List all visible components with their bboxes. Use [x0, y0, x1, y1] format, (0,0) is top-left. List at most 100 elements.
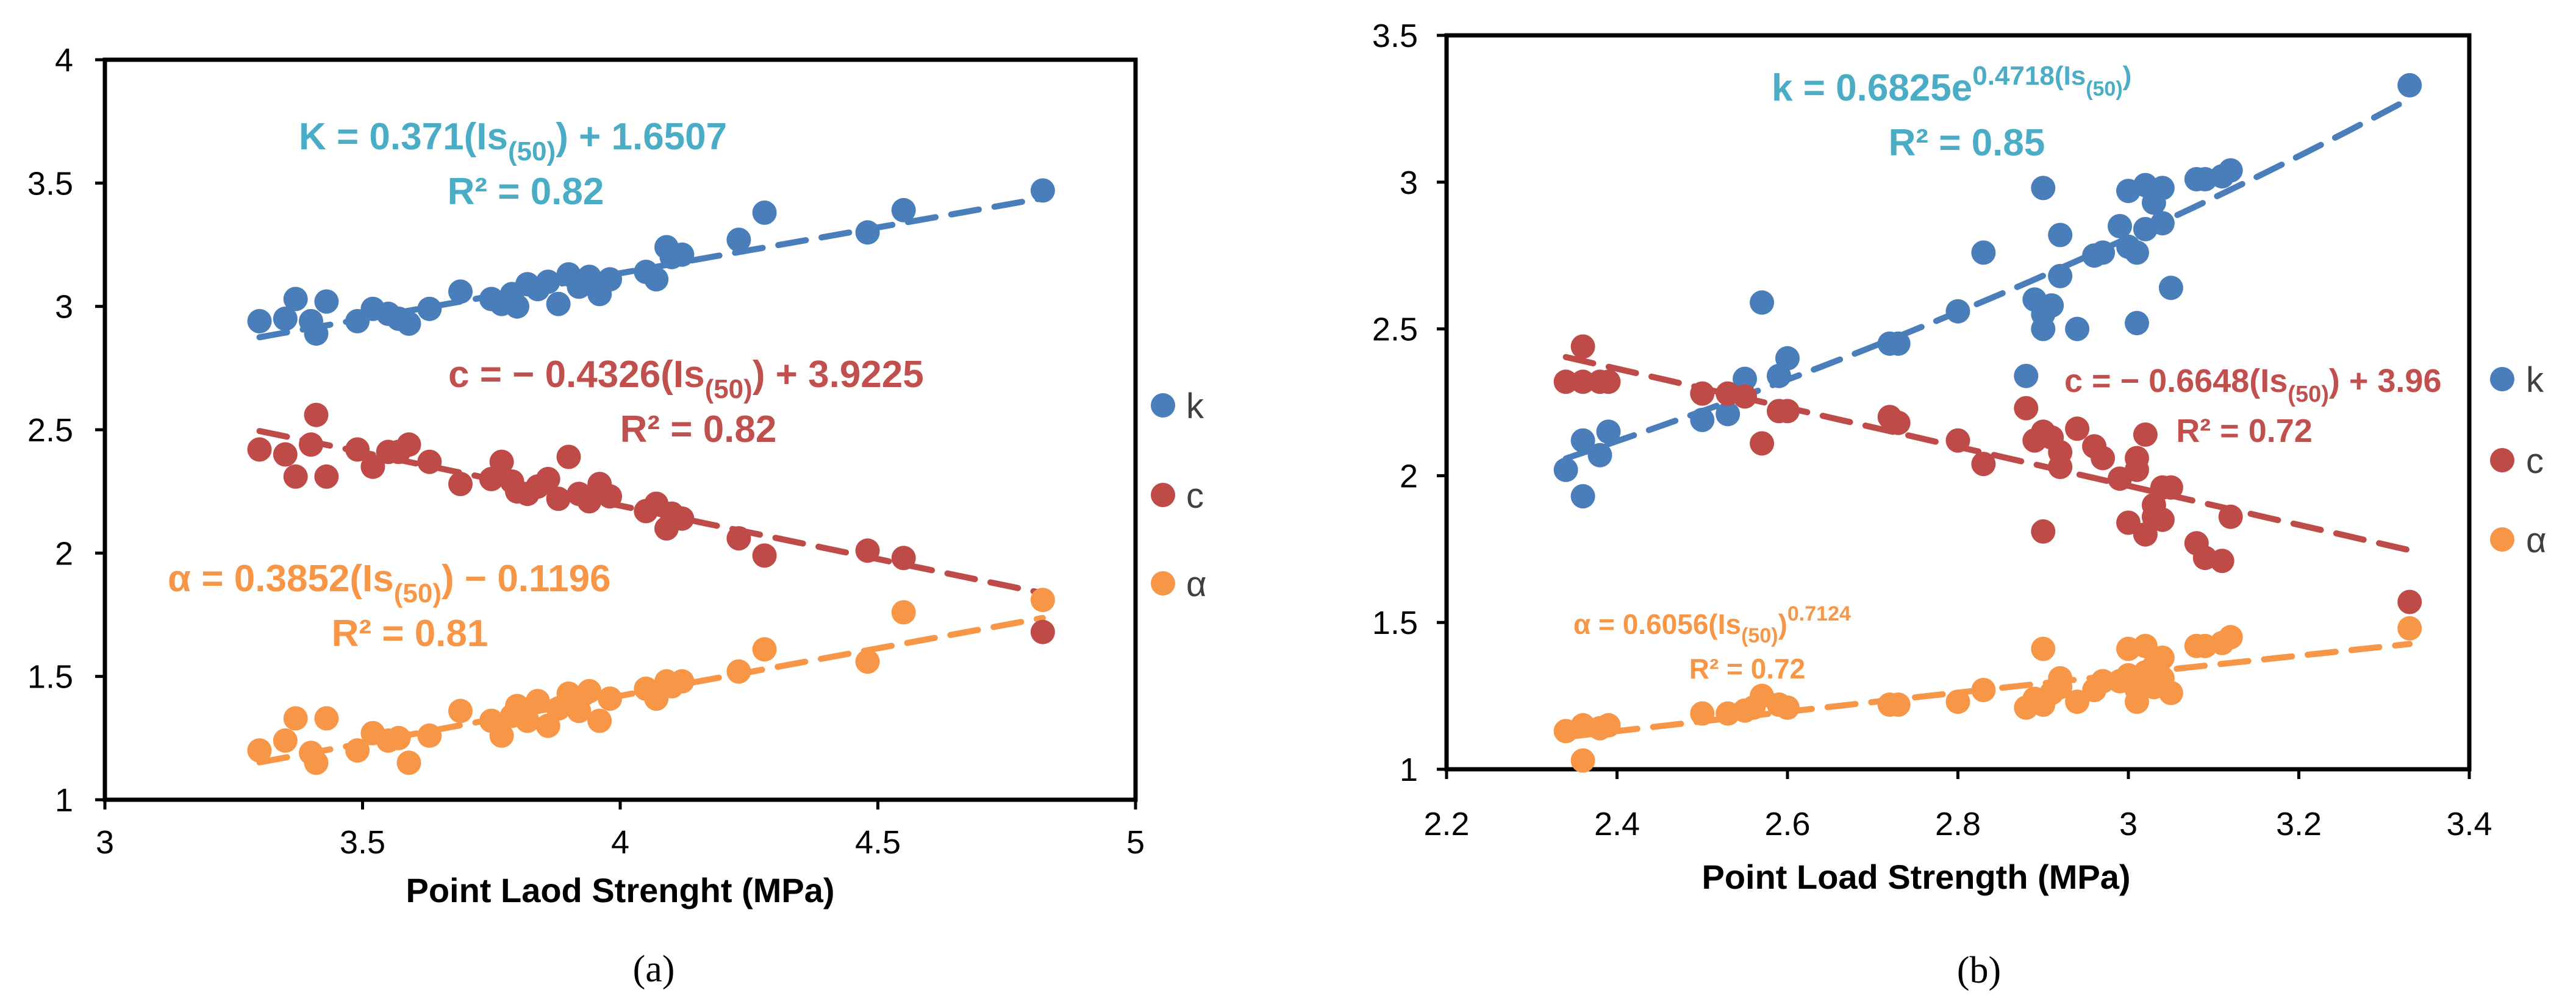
data-point-c	[489, 449, 514, 474]
data-point-k	[855, 220, 880, 245]
data-point-k	[2091, 240, 2116, 265]
data-point-c	[546, 486, 571, 511]
data-point-alpha	[726, 659, 751, 684]
data-point-c	[1886, 410, 1911, 435]
data-point-c	[2048, 439, 2073, 464]
data-point-k	[304, 321, 329, 346]
legend-label-alpha: α	[1186, 564, 1207, 604]
data-point-k	[448, 279, 473, 304]
data-point-c	[1733, 384, 1758, 409]
equation-sup: 0.4718(Is	[1972, 61, 2086, 91]
equation-main: k = 0.6825e	[1772, 67, 1972, 109]
equation-sub: (50)	[1741, 624, 1778, 647]
data-point-alpha	[1596, 713, 1621, 738]
equation-tail: )	[1778, 608, 1787, 640]
equation-alpha-a: α = 0.3852(Is(50)) − 0.1196 R² = 0.81	[168, 558, 611, 655]
equation-c-b: c = − 0.6648(Is(50)) + 3.96 R² = 0.72	[2064, 363, 2442, 449]
x-tick-label: 3	[96, 824, 114, 861]
x-tick-label: 3.4	[2446, 806, 2492, 842]
data-point-c	[2065, 416, 2090, 441]
data-point-alpha	[2091, 669, 2116, 694]
y-axis-a: 1 1.5 2 2.5 3 3.5 4	[27, 42, 105, 819]
data-point-c	[2091, 446, 2116, 471]
y-tick-label: 3	[55, 289, 73, 326]
equation-main: α = 0.3852(Is	[168, 558, 394, 600]
r2-label: R² = 0.72	[1689, 653, 1806, 685]
data-point-c	[1750, 431, 1775, 456]
data-point-alpha	[752, 637, 777, 662]
x-axis-label-a: Point Laod Strenght (MPa)	[406, 871, 834, 909]
equation-tail: ) + 3.9225	[753, 354, 924, 396]
data-point-k	[1733, 366, 1758, 391]
y-tick-label: 2.5	[27, 412, 73, 449]
data-point-k	[1570, 428, 1595, 453]
data-point-k	[670, 242, 695, 267]
data-point-alpha	[283, 706, 308, 731]
equation-supsub: (50)	[2086, 77, 2122, 101]
data-point-c	[417, 449, 442, 474]
data-point-alpha	[273, 728, 298, 753]
data-point-c	[726, 526, 751, 551]
legend-marker-alpha	[2490, 527, 2514, 552]
data-point-k	[1775, 346, 1800, 371]
data-point-k	[505, 294, 529, 319]
equation-k-a: K = 0.371(Is(50)) + 1.6507 R² = 0.82	[299, 116, 727, 213]
y-tick-label: 1	[1400, 752, 1418, 788]
data-point-alpha	[2031, 636, 2056, 661]
data-point-alpha	[247, 738, 272, 763]
r2-label: R² = 0.82	[448, 171, 604, 213]
equation-alpha-b: α = 0.6056(Is(50))0.7124 R² = 0.72	[1573, 602, 1851, 685]
data-point-k	[2065, 316, 2090, 341]
x-tick-label: 2.2	[1423, 806, 1469, 842]
data-point-alpha	[891, 600, 916, 625]
data-point-k	[2048, 263, 2073, 288]
data-point-k	[535, 269, 560, 294]
legend-b: k c α	[2490, 360, 2547, 560]
legend-label-c: c	[1186, 476, 1204, 516]
data-point-alpha	[2065, 689, 2090, 714]
data-point-k	[644, 267, 669, 292]
data-point-k	[1716, 402, 1741, 427]
x-axis-b: 2.2 2.4 2.6 2.8 3 3.2 3.4	[1423, 769, 2492, 842]
data-point-k	[2048, 222, 2073, 247]
equation-k-b: k = 0.6825e0.4718(Is(50)) R² = 0.85	[1772, 61, 2131, 164]
data-point-c	[345, 437, 370, 462]
svg-text:α = 0.6056(Is(50))0.7124: α = 0.6056(Is(50))0.7124	[1573, 602, 1851, 647]
legend-marker-c	[2490, 448, 2514, 472]
x-tick-label: 2.6	[1764, 806, 1810, 842]
data-point-k	[1886, 331, 1911, 356]
y-tick-label: 3	[1400, 165, 1418, 201]
data-point-k	[1971, 240, 1996, 265]
data-point-k	[2125, 311, 2149, 335]
data-point-k	[2218, 158, 2243, 183]
x-tick-label: 4.5	[855, 824, 901, 861]
data-point-c	[556, 444, 581, 469]
data-point-c	[752, 543, 777, 568]
data-point-alpha	[2158, 680, 2183, 705]
data-point-alpha	[417, 723, 442, 748]
chart-panel-b: 1 1.5 2 2.5 3 3.5 2.2 2.4 2.6 2.8 3 3.2 3.4 Point L…	[1372, 18, 2547, 991]
data-point-k	[546, 291, 571, 316]
data-point-alpha	[670, 669, 695, 694]
data-point-c	[2125, 446, 2149, 471]
y-tick-label: 3.5	[1372, 18, 1418, 54]
x-tick-label: 2.4	[1594, 806, 1640, 842]
equation-main: α = 0.6056(Is	[1573, 608, 1741, 640]
y-tick-label: 2.5	[1372, 311, 1418, 348]
data-point-k	[2150, 176, 2175, 201]
equation-sup: 0.7124	[1787, 602, 1851, 625]
x-axis-label-b: Point Load Strength (MPa)	[1701, 858, 2130, 896]
r2-label: R² = 0.72	[2176, 413, 2313, 449]
data-point-k	[396, 311, 421, 336]
svg-text:c = − 0.4326(Is(50)) + 3.9225: c = − 0.4326(Is(50)) + 3.9225	[448, 354, 924, 404]
equation-c-a: c = − 0.4326(Is(50)) + 3.9225 R² = 0.82	[448, 354, 924, 450]
data-point-c	[1553, 369, 1578, 394]
x-axis-a: 3 3.5 4 4.5 5	[96, 800, 1145, 861]
data-point-c	[299, 432, 323, 457]
x-tick-label: 3.5	[340, 824, 385, 861]
equation-tail: ) + 1.6507	[556, 116, 727, 158]
points-a	[247, 178, 1055, 775]
legend-marker-alpha	[1151, 571, 1175, 596]
data-point-c	[448, 472, 473, 496]
data-point-c	[283, 464, 308, 489]
